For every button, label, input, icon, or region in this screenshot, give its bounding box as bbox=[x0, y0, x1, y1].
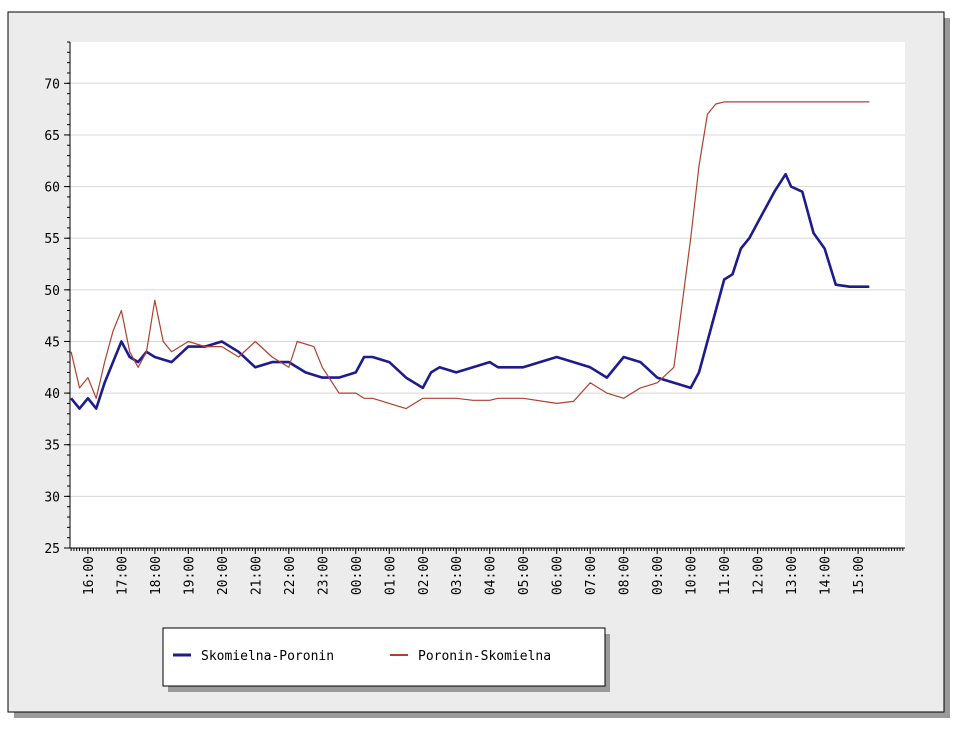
y-tick-label: 65 bbox=[44, 129, 60, 144]
axes: 25 30 35 40 45 50 55 60 65 70 16:00 17:00 18:00 19:00… bbox=[44, 41, 905, 595]
x-tick-label: 04:00 bbox=[484, 556, 499, 595]
x-tick-label: 03:00 bbox=[450, 556, 465, 595]
y-tick-label: 35 bbox=[44, 439, 60, 454]
x-tick-label: 17:00 bbox=[115, 556, 130, 595]
x-tick-label: 02:00 bbox=[417, 556, 432, 595]
x-tick-label: 21:00 bbox=[249, 556, 264, 595]
y-tick-label: 30 bbox=[44, 490, 60, 505]
x-tick-label: 16:00 bbox=[82, 556, 97, 595]
y-tick-label: 55 bbox=[44, 232, 60, 247]
x-tick-label: 00:00 bbox=[350, 556, 365, 595]
x-tick-label: 22:00 bbox=[283, 556, 298, 595]
series-line bbox=[70, 101, 870, 410]
x-tick-label: 20:00 bbox=[216, 556, 231, 595]
x-tick-label: 18:00 bbox=[149, 556, 164, 595]
y-tick-label: 25 bbox=[44, 542, 60, 557]
plot-area bbox=[70, 42, 905, 548]
y-tick-label: 60 bbox=[44, 181, 60, 196]
lines bbox=[70, 101, 870, 410]
y-tick-label: 45 bbox=[44, 335, 60, 350]
legend-items: Skomielna-Poronin Poronin-Skomielna bbox=[173, 649, 551, 664]
series-line bbox=[70, 172, 870, 410]
y-tick-label: 40 bbox=[44, 387, 60, 402]
y-tick-label: 50 bbox=[44, 284, 60, 299]
legend-label: Poronin-Skomielna bbox=[418, 649, 551, 664]
x-tick-label: 01:00 bbox=[383, 556, 398, 595]
x-tick-label: 10:00 bbox=[685, 556, 700, 595]
x-tick-label: 05:00 bbox=[517, 556, 532, 595]
x-tick-label: 15:00 bbox=[852, 556, 867, 595]
x-tick-label: 07:00 bbox=[584, 556, 599, 595]
x-tick-label: 09:00 bbox=[651, 556, 666, 595]
x-tick-label: 08:00 bbox=[618, 556, 633, 595]
legend bbox=[162, 627, 606, 687]
x-tick-label: 19:00 bbox=[182, 556, 197, 595]
x-tick-label: 23:00 bbox=[316, 556, 331, 595]
legend-label: Skomielna-Poronin bbox=[201, 649, 334, 664]
x-tick-label: 12:00 bbox=[752, 556, 767, 595]
x-tick-label: 11:00 bbox=[718, 556, 733, 595]
x-tick-label: 06:00 bbox=[551, 556, 566, 595]
grid bbox=[70, 82, 905, 549]
x-tick-label: 13:00 bbox=[785, 556, 800, 595]
x-tick-label: 14:00 bbox=[819, 556, 834, 595]
y-tick-label: 70 bbox=[44, 77, 60, 92]
